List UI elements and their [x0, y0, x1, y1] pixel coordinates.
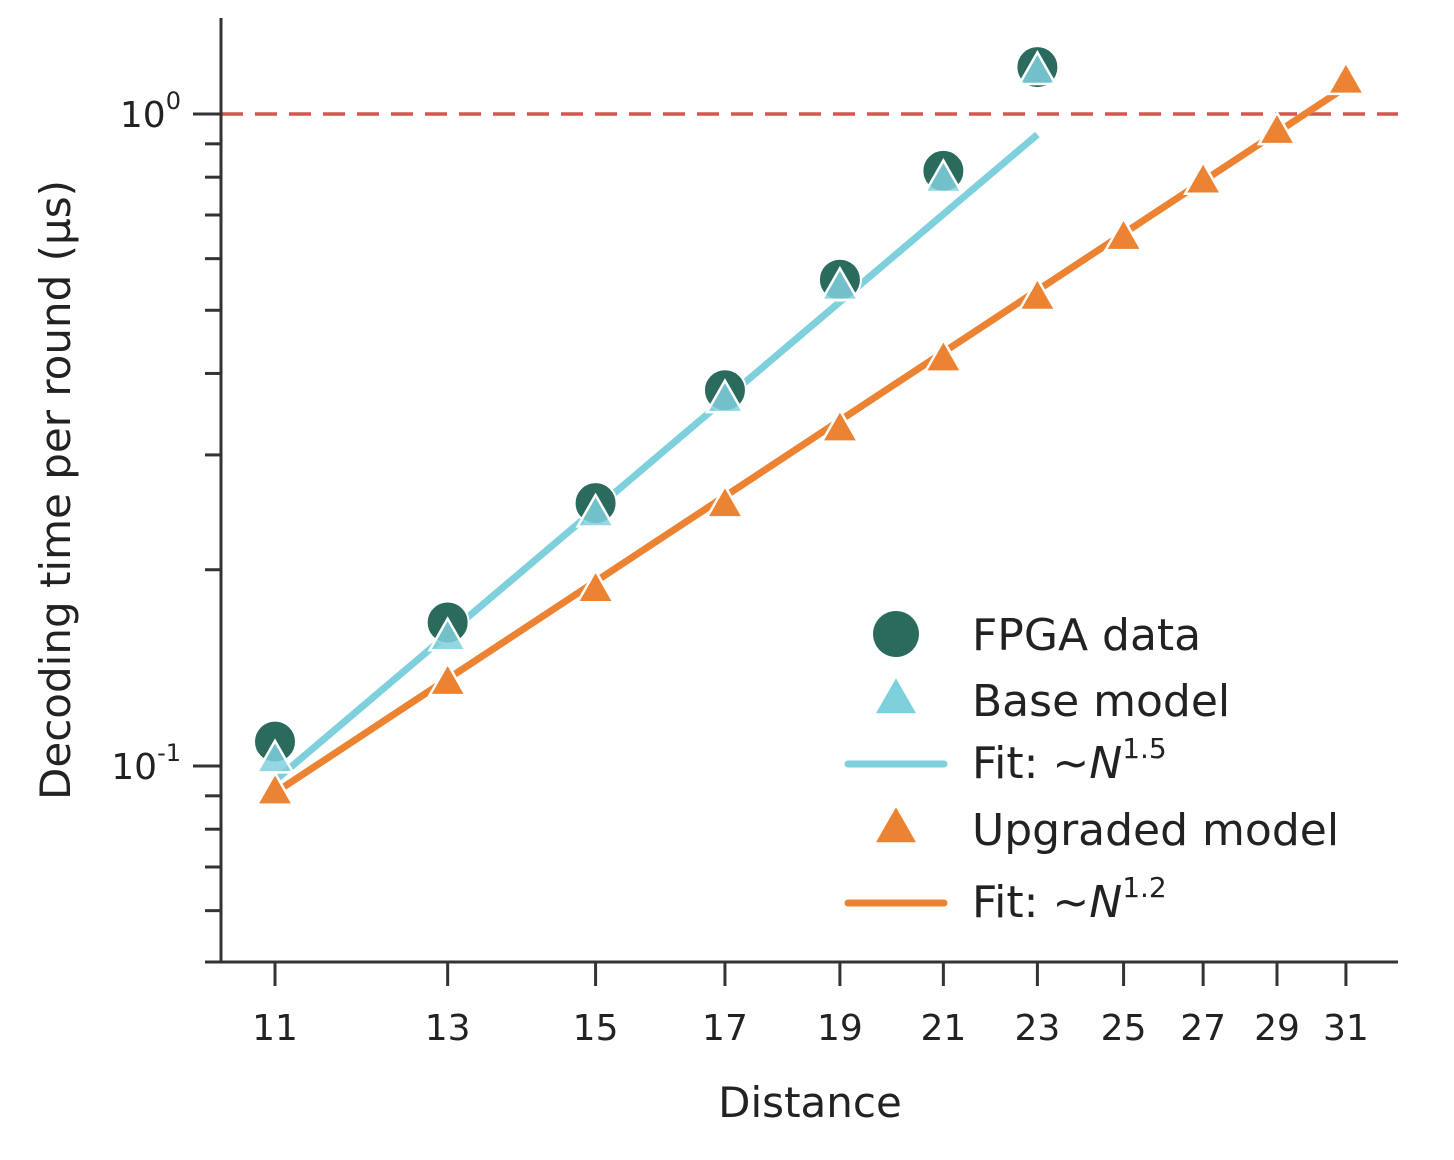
markers-layer: [253, 45, 1367, 806]
legend-triangle-icon: [876, 678, 916, 714]
upgraded-model-point: [1103, 216, 1144, 252]
legend-label: Base model: [972, 676, 1230, 727]
y-tick-label: 100: [120, 87, 181, 136]
x-axis-title: Distance: [718, 1078, 902, 1127]
fit-line-1-5: [272, 131, 1040, 784]
base-model-point: [819, 265, 861, 302]
x-tick-label: 15: [573, 1008, 619, 1049]
legend-label: Fit: ~N1.5: [972, 732, 1167, 789]
upgraded-model-point: [1256, 110, 1298, 146]
legend-triangle-icon: [876, 807, 916, 843]
y-ticks: 10-1 100: [111, 87, 221, 913]
x-tick-label: 13: [425, 1008, 471, 1049]
legend-label: Upgraded model: [972, 805, 1339, 856]
x-tick-label: 21: [920, 1008, 966, 1049]
legend-label: Fit: ~N1.2: [972, 871, 1167, 928]
x-tick-label: 19: [817, 1008, 863, 1049]
upgraded-model-point: [575, 568, 616, 604]
x-tick-label: 27: [1180, 1008, 1226, 1049]
base-model-point: [575, 492, 616, 528]
base-model-point: [427, 616, 468, 652]
legend-label: FPGA data: [972, 610, 1201, 661]
legend-entry: Base model: [876, 676, 1230, 727]
upgraded-model-point: [1182, 159, 1224, 196]
upgraded-model-point: [704, 483, 746, 519]
x-tick-label: 31: [1323, 1008, 1369, 1049]
y-tick-label: 10-1: [111, 739, 181, 788]
upgraded-model-point: [819, 407, 861, 443]
y-axis-title: Decoding time per round (µs): [31, 180, 80, 800]
upgraded-model-point: [254, 770, 296, 806]
legend-circle-icon: [873, 611, 919, 657]
x-tick-label: 29: [1254, 1008, 1300, 1049]
base-model-point: [923, 157, 964, 194]
x-tick-label: 11: [252, 1008, 298, 1049]
upgraded-model-point: [427, 661, 468, 697]
x-ticks: 11 13 15 17 19 21 23 25 27 29 31: [252, 962, 1369, 1049]
x-tick-label: 17: [702, 1008, 748, 1049]
base-model-point: [704, 378, 746, 414]
upgraded-model-point: [1017, 276, 1058, 312]
legend-entry: Upgraded model: [876, 805, 1339, 856]
x-tick-label: 23: [1014, 1008, 1060, 1049]
legend-entry: Fit: ~N1.2: [844, 871, 1167, 928]
base-model-point: [1017, 49, 1058, 86]
upgraded-model-point: [923, 337, 964, 373]
legend-entry: Fit: ~N1.5: [844, 732, 1167, 789]
x-tick-label: 25: [1101, 1008, 1147, 1049]
legend-entry: FPGA data: [873, 610, 1201, 661]
upgraded-model-point: [1325, 59, 1367, 96]
